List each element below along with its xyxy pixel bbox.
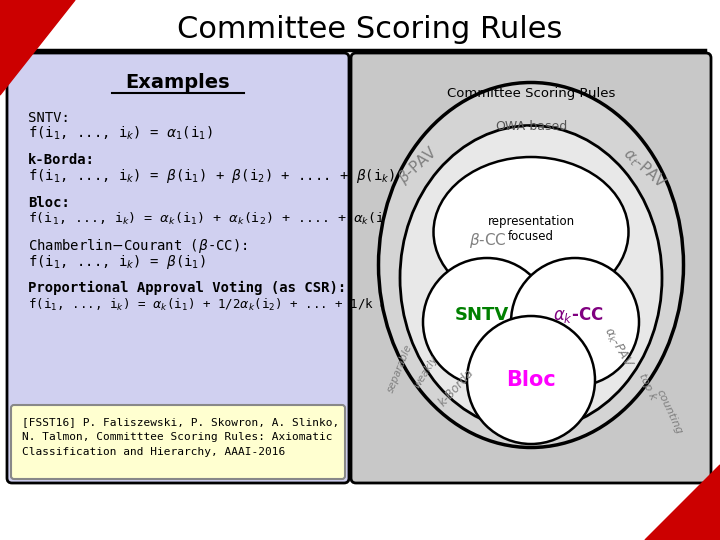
Text: OWA-based: OWA-based	[495, 120, 567, 133]
Text: Bloc:: Bloc:	[28, 196, 70, 210]
Text: Proportional Approval Voting (as CSR):: Proportional Approval Voting (as CSR):	[28, 281, 346, 295]
Ellipse shape	[511, 258, 639, 386]
Polygon shape	[645, 465, 720, 540]
Text: focused: focused	[508, 231, 554, 244]
Text: Bloc: Bloc	[506, 370, 556, 390]
Text: top k: top k	[637, 372, 659, 402]
Text: $\alpha_t$-PAV: $\alpha_t$-PAV	[619, 144, 670, 192]
Text: $\alpha_k$-PAV: $\alpha_k$-PAV	[600, 325, 636, 372]
Text: Classification and Hierarchy, AAAI-2016: Classification and Hierarchy, AAAI-2016	[22, 447, 285, 457]
Text: Chamberlin$-$Courant ($\beta$-CC):: Chamberlin$-$Courant ($\beta$-CC):	[28, 237, 248, 255]
Text: f(i$_1$, ..., i$_k$) = $\alpha_k$(i$_1$) + $\alpha_k$(i$_2$) + .... + $\alpha_k$: f(i$_1$, ..., i$_k$) = $\alpha_k$(i$_1$)…	[28, 211, 397, 227]
Ellipse shape	[400, 125, 662, 430]
Text: Committee Scoring Rules: Committee Scoring Rules	[177, 16, 563, 44]
Text: $\beta$-PAV: $\beta$-PAV	[394, 142, 442, 188]
Ellipse shape	[433, 157, 629, 307]
FancyBboxPatch shape	[7, 53, 349, 483]
Text: f(i$_1$, ..., i$_k$) = $\alpha_k$(i$_1$) + 1/2$\alpha_k$(i$_2$) + ... + 1/k $\al: f(i$_1$, ..., i$_k$) = $\alpha_k$(i$_1$)…	[28, 297, 421, 313]
Text: k-Borda:: k-Borda:	[28, 153, 95, 167]
Text: f(i$_1$, ..., i$_k$) = $\beta$(i$_1$): f(i$_1$, ..., i$_k$) = $\beta$(i$_1$)	[28, 253, 206, 271]
Ellipse shape	[423, 258, 551, 386]
Text: k-Borda: k-Borda	[436, 367, 476, 409]
Text: $\alpha_k$-CC: $\alpha_k$-CC	[553, 305, 603, 325]
Ellipse shape	[379, 83, 683, 448]
Text: separable: separable	[386, 342, 414, 394]
Text: $\beta$-CC: $\beta$-CC	[469, 231, 507, 249]
Text: f(i$_1$, ..., i$_k$) = $\alpha_1$(i$_1$): f(i$_1$, ..., i$_k$) = $\alpha_1$(i$_1$)	[28, 124, 213, 141]
Text: Examples: Examples	[126, 72, 230, 91]
Text: counting: counting	[654, 388, 684, 436]
FancyBboxPatch shape	[351, 53, 711, 483]
Polygon shape	[0, 0, 75, 95]
Text: SNTV: SNTV	[455, 306, 509, 324]
Text: [FSST16] P. Faliszewski, P. Skowron, A. Slinko,: [FSST16] P. Faliszewski, P. Skowron, A. …	[22, 417, 339, 427]
FancyBboxPatch shape	[11, 405, 345, 479]
Ellipse shape	[467, 316, 595, 444]
Text: weakly: weakly	[411, 354, 439, 390]
Text: f(i$_1$, ..., i$_k$) = $\beta$(i$_1$) + $\beta$(i$_2$) + .... + $\beta$(i$_k$): f(i$_1$, ..., i$_k$) = $\beta$(i$_1$) + …	[28, 167, 395, 185]
Text: N. Talmon, Committtee Scoring Rules: Axiomatic: N. Talmon, Committtee Scoring Rules: Axi…	[22, 432, 333, 442]
Text: Committee Scoring Rules: Committee Scoring Rules	[447, 86, 615, 99]
Text: representation: representation	[487, 215, 575, 228]
Text: SNTV:: SNTV:	[28, 111, 70, 125]
